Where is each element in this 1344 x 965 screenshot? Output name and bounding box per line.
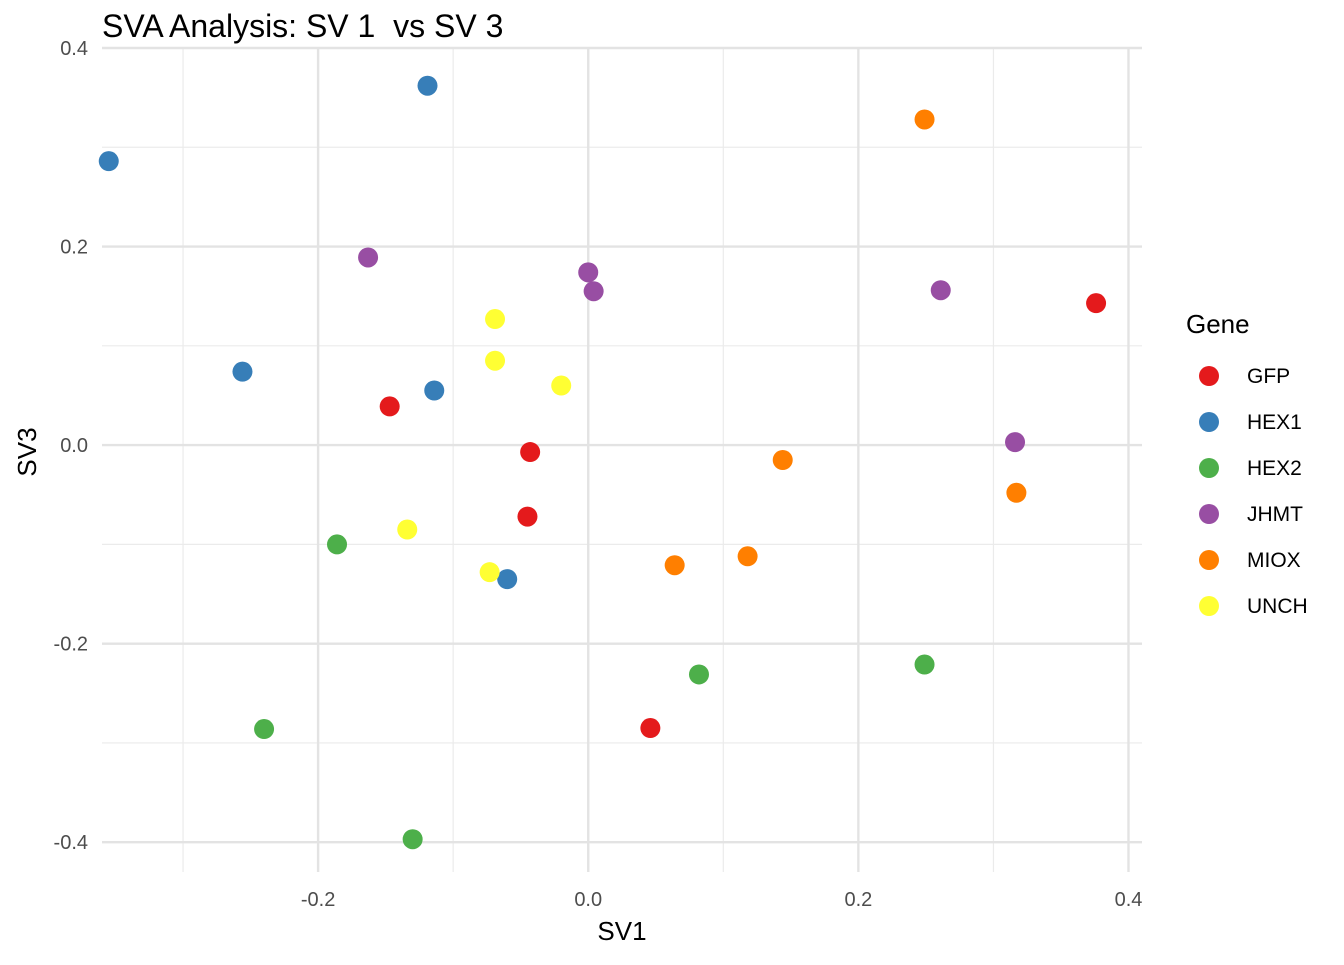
point-jhmt	[358, 247, 379, 268]
x-tick-label: 0.2	[844, 889, 872, 911]
legend-key-miox	[1199, 550, 1219, 570]
point-hex2	[402, 829, 423, 850]
point-hex1	[424, 380, 445, 401]
legend-key-gfp	[1199, 366, 1219, 386]
point-hex2	[254, 719, 275, 740]
x-axis-title: SV1	[597, 916, 646, 946]
point-jhmt	[578, 262, 599, 283]
y-tick-label: 0.4	[60, 38, 88, 60]
legend-label-hex1: HEX1	[1247, 411, 1302, 434]
y-tick-label: 0.2	[60, 237, 88, 259]
legend-label-miox: MIOX	[1247, 549, 1301, 572]
point-miox	[914, 109, 935, 130]
point-hex2	[688, 664, 709, 685]
y-tick-label: 0.0	[60, 435, 88, 457]
axis-ticks: -0.2 0.0 0.2 0.4 -0.4 -0.2 0.0 0.2 0.4	[54, 38, 1143, 911]
legend: Gene GFP HEX1 HEX2 JHMT MIOX UNCH	[1186, 309, 1308, 618]
legend-key-hex1	[1199, 412, 1219, 432]
point-unch	[479, 562, 500, 583]
point-hex1	[98, 151, 119, 172]
point-hex1	[417, 75, 438, 96]
y-tick-label: -0.2	[54, 634, 88, 656]
point-miox	[1006, 482, 1027, 503]
point-miox	[737, 546, 758, 567]
point-miox	[772, 450, 793, 470]
y-axis-title: SV3	[12, 427, 42, 476]
legend-title: Gene	[1186, 309, 1250, 339]
point-unch	[551, 375, 572, 396]
x-tick-label: -0.2	[301, 889, 335, 911]
chart-title: SVA Analysis: SV 1 vs SV 3	[102, 8, 504, 44]
point-jhmt	[583, 281, 604, 302]
data-points	[98, 75, 1107, 850]
point-miox	[664, 555, 685, 576]
legend-key-hex2	[1199, 458, 1219, 478]
legend-key-unch	[1199, 596, 1219, 616]
point-gfp	[379, 396, 400, 417]
legend-label-hex2: HEX2	[1247, 457, 1302, 480]
point-hex2	[914, 654, 935, 675]
grid	[102, 46, 1142, 872]
point-gfp	[520, 442, 541, 463]
point-jhmt	[930, 280, 951, 301]
point-unch	[485, 350, 506, 371]
legend-label-jhmt: JHMT	[1247, 503, 1303, 526]
point-gfp	[517, 506, 538, 527]
point-jhmt	[1005, 432, 1026, 453]
x-tick-label: 0.4	[1115, 889, 1143, 911]
point-hex2	[327, 534, 348, 555]
legend-items: GFP HEX1 HEX2 JHMT MIOX UNCH	[1199, 365, 1308, 618]
point-unch	[397, 519, 418, 540]
point-gfp	[1086, 293, 1107, 314]
legend-key-jhmt	[1199, 504, 1219, 524]
point-hex1	[497, 569, 518, 590]
point-unch	[485, 309, 506, 330]
legend-label-gfp: GFP	[1247, 365, 1290, 388]
legend-label-unch: UNCH	[1247, 595, 1308, 618]
point-gfp	[640, 718, 661, 739]
x-tick-label: 0.0	[574, 889, 602, 911]
point-hex1	[232, 361, 253, 382]
y-tick-label: -0.4	[54, 832, 88, 854]
